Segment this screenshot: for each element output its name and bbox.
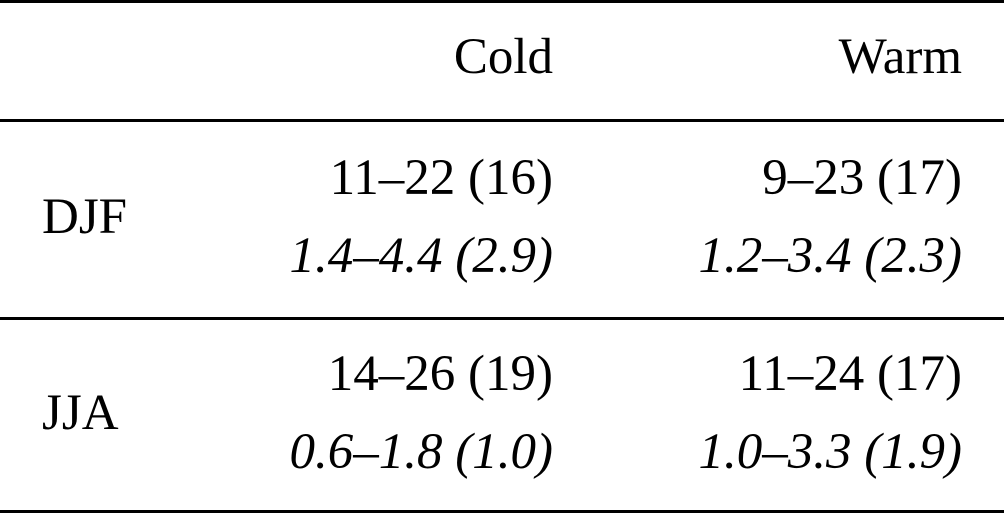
cell-range-italic: 1.4–4.4 (2.9) xyxy=(289,228,553,284)
header-rule xyxy=(0,119,1004,122)
cell-range: 11–22 (16) xyxy=(329,150,553,206)
cell-range: 14–26 (19) xyxy=(327,346,553,402)
cell-range: 9–23 (17) xyxy=(762,150,962,206)
cell-range: 11–24 (17) xyxy=(738,346,962,402)
cell-range-italic: 0.6–1.8 (1.0) xyxy=(289,424,553,480)
row-rule xyxy=(0,317,1004,320)
cell-range-italic: 1.0–3.3 (1.9) xyxy=(698,424,962,480)
row-label: DJF xyxy=(42,189,128,245)
bottom-rule xyxy=(0,510,1004,513)
column-header: Cold xyxy=(453,29,553,85)
row-label: JJA xyxy=(42,385,119,441)
cell-range-italic: 1.2–3.4 (2.3) xyxy=(698,228,962,284)
top-rule xyxy=(0,0,1004,3)
column-header: Warm xyxy=(838,29,962,85)
